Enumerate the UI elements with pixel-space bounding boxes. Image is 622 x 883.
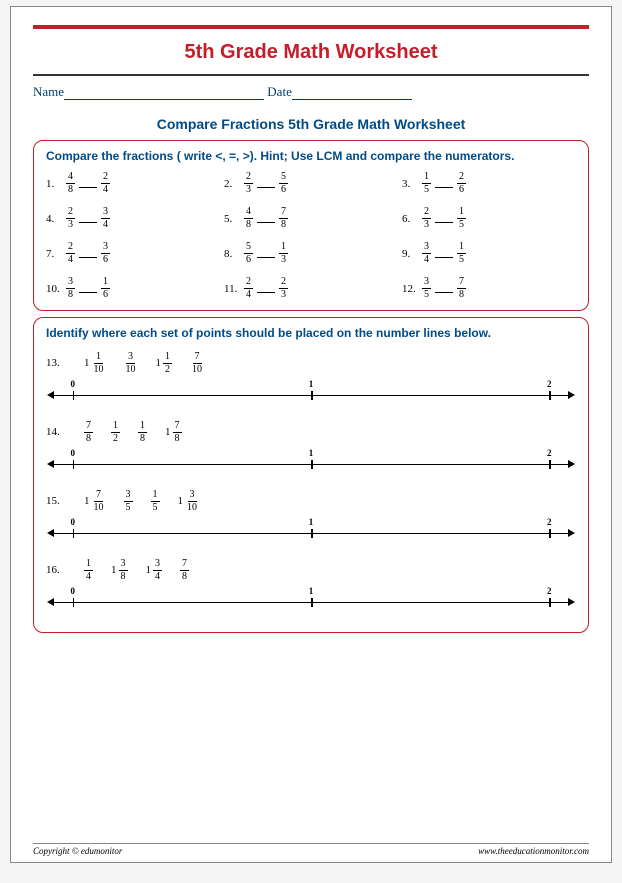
answer-blank[interactable] — [79, 179, 97, 188]
problem: 4.2334 — [46, 207, 220, 230]
date-blank[interactable] — [292, 89, 412, 100]
answer-blank[interactable] — [435, 214, 453, 223]
problem: 11.2423 — [224, 277, 398, 300]
problem: 6.2315 — [402, 207, 576, 230]
website: www.theeducationmonitor.com — [478, 846, 589, 856]
answer-blank[interactable] — [435, 249, 453, 258]
numberline-problem: 13.1110310112710012 — [46, 352, 576, 411]
numberline-problem: 15.171035151310012 — [46, 490, 576, 549]
problem: 12.3578 — [402, 277, 576, 300]
answer-blank[interactable] — [79, 284, 97, 293]
numberline-problems: 13.1110310112710012 14.781218178012 15.171… — [46, 352, 576, 618]
name-date-line: Name Date — [33, 78, 589, 110]
section-numberline: Identify where each set of points should… — [33, 317, 589, 633]
answer-blank[interactable] — [79, 249, 97, 258]
numberline-problem: 14.781218178012 — [46, 421, 576, 480]
number-line[interactable]: 012 — [52, 519, 570, 549]
answer-blank[interactable] — [257, 249, 275, 258]
worksheet-page: 5th Grade Math Worksheet Name Date Compa… — [10, 6, 612, 863]
problem: 3.1526 — [402, 172, 576, 195]
number-line[interactable]: 012 — [52, 450, 570, 480]
number-line[interactable]: 012 — [52, 588, 570, 618]
date-label: Date — [267, 84, 292, 99]
problem: 8.5613 — [224, 242, 398, 265]
answer-blank[interactable] — [257, 179, 275, 188]
problem: 7.2436 — [46, 242, 220, 265]
problem: 9.3415 — [402, 242, 576, 265]
numberline-problem: 16.1413813478012 — [46, 559, 576, 618]
problem: 5.4878 — [224, 207, 398, 230]
answer-blank[interactable] — [79, 214, 97, 223]
subtitle: Compare Fractions 5th Grade Math Workshe… — [33, 110, 589, 140]
name-blank[interactable] — [64, 89, 264, 100]
instructions-1: Compare the fractions ( write <, =, >). … — [46, 149, 576, 165]
name-label: Name — [33, 84, 64, 99]
page-title: 5th Grade Math Worksheet — [33, 31, 589, 72]
answer-blank[interactable] — [435, 179, 453, 188]
problem: 2.2356 — [224, 172, 398, 195]
footer: Copyright © edumonitor www.theeducationm… — [33, 843, 589, 856]
instructions-2: Identify where each set of points should… — [46, 326, 576, 342]
copyright: Copyright © edumonitor — [33, 846, 122, 856]
problem: 10.3816 — [46, 277, 220, 300]
title-underline — [33, 74, 589, 76]
problem: 1.4824 — [46, 172, 220, 195]
number-line[interactable]: 012 — [52, 381, 570, 411]
answer-blank[interactable] — [435, 284, 453, 293]
answer-blank[interactable] — [257, 214, 275, 223]
answer-blank[interactable] — [257, 284, 275, 293]
top-rule — [33, 25, 589, 29]
problem-grid: 1.48242.23563.1526 4.23345.48786.2315 7.24… — [46, 172, 576, 300]
section-compare: Compare the fractions ( write <, =, >). … — [33, 140, 589, 312]
